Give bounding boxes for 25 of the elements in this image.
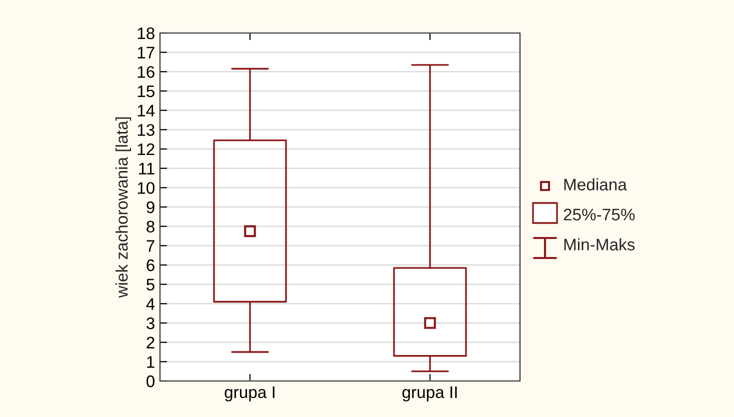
text: Min-Maks xyxy=(564,238,635,250)
text: Mediana xyxy=(564,178,627,190)
text: 25%-75% xyxy=(564,208,635,220)
y-tick-label: 8 xyxy=(146,220,154,233)
y-tick-label: 6 xyxy=(146,259,154,272)
y-tick-label: 1 xyxy=(147,356,154,368)
y-tick-label: 11 xyxy=(139,162,154,174)
y-tick-label: 3 xyxy=(146,317,154,330)
y-tick-label: 14 xyxy=(138,104,155,116)
y-tick-label: 16 xyxy=(138,66,154,78)
y-tick-label: 5 xyxy=(146,278,154,291)
y-tick-label: 4 xyxy=(146,298,155,310)
y-tick-label: 17 xyxy=(138,46,154,58)
y-tick-label: 7 xyxy=(146,240,154,252)
y-axis-title: wiek zachorowania [lata] xyxy=(116,117,132,298)
x-tick-label: grupa II xyxy=(402,386,457,402)
y-tick-label: 2 xyxy=(146,336,154,348)
y-tick-label: 12 xyxy=(138,143,154,156)
y-tick-label: 9 xyxy=(146,201,154,214)
y-tick-label: 15 xyxy=(138,86,154,98)
y-tick-label: 18 xyxy=(138,27,154,40)
y-tick-label: 0 xyxy=(146,375,154,388)
x-tick-label: grupa I xyxy=(224,386,274,402)
y-tick-label: 13 xyxy=(138,124,154,136)
y-tick-label: 10 xyxy=(138,182,154,194)
